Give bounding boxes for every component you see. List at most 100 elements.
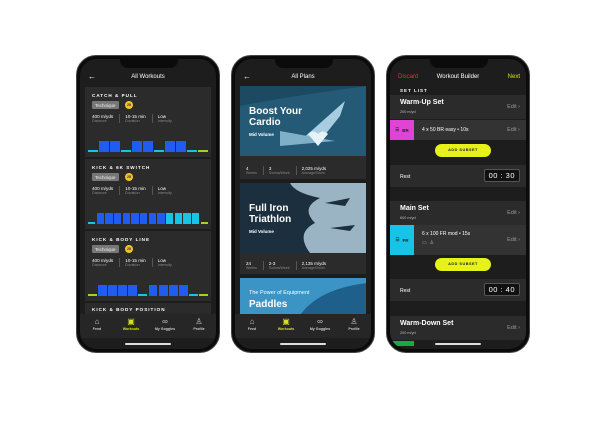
interval-bar-mod	[174, 213, 183, 224]
nav-my-goggles[interactable]: ∞ My Goggles	[148, 314, 182, 338]
interval-bar-hard	[176, 141, 186, 152]
nav-label: Feed	[92, 327, 102, 331]
nav-my-goggles[interactable]: ∞ My Goggles	[303, 314, 337, 338]
interval-bar-hard	[110, 141, 120, 152]
category-badge: Technique	[92, 245, 119, 253]
workout-title: KICK & 6K SWITCH	[92, 165, 151, 170]
subset-row[interactable]: ☰ FR 6 x 100 FR mod • 15s ▭ ♙ Edit ›	[390, 225, 526, 255]
interval-bar-easy	[188, 294, 198, 296]
arrow-left-icon[interactable]: ←	[88, 72, 96, 81]
plan-illustration-triathlon	[240, 183, 366, 253]
equipment-icons: ▭ ♙	[422, 240, 434, 246]
edit-set-button[interactable]: Edit ›	[507, 325, 520, 331]
set-distance: 200 m/yd	[400, 110, 416, 114]
header: ← All Workouts	[80, 67, 216, 87]
interval-bar-hard	[113, 213, 122, 224]
subset-row[interactable]: ☰ BR 4 x 50 BR easy • 10s Edit ›	[390, 120, 526, 140]
category-badge: Technique	[92, 101, 119, 109]
workouts-icon: ▣	[282, 317, 290, 326]
nav-label: My Goggles	[154, 327, 176, 331]
interval-bar-easy	[138, 294, 148, 296]
nav-label: My Goggles	[309, 327, 331, 331]
workout-card[interactable]: CATCH & PULL Technique 25 400 m/yds Dista…	[85, 87, 211, 157]
edit-set-button[interactable]: Edit ›	[507, 210, 520, 216]
intensity-chart	[88, 284, 208, 296]
home-icon: ⌂	[249, 317, 255, 326]
edit-set-button[interactable]: Edit ›	[507, 104, 520, 110]
plan-card[interactable]: Boost Your Cardio Mid Volume 4 Weeks 3 Swim…	[240, 86, 366, 179]
nav-profile[interactable]: ♙ Profile	[337, 314, 371, 338]
workout-title: KICK & BODY POSITION	[92, 307, 166, 312]
set-header[interactable]: Main Set 600 m/yd Edit ›	[390, 201, 526, 225]
rest-timer[interactable]: 00 : 40	[483, 283, 520, 296]
nav-label: Feed	[247, 327, 257, 331]
add-subset-button[interactable]: ADD SUBSET	[435, 144, 491, 157]
rest-row: Rest 00 : 30	[390, 165, 526, 187]
rest-timer[interactable]: 00 : 30	[483, 169, 520, 182]
profile-icon: ♙	[195, 317, 203, 326]
interval-bar-hard	[98, 285, 107, 296]
workouts-icon: ▣	[127, 317, 135, 326]
rest-label: Rest	[400, 174, 411, 180]
interval-bar-hard	[165, 141, 175, 152]
set-list-label: SET LIST	[400, 88, 428, 93]
interval-bar-hard	[157, 213, 165, 224]
interval-bar-hard	[178, 285, 188, 296]
discard-button[interactable]: Discard	[398, 74, 419, 80]
rest-label: Rest	[400, 288, 411, 294]
set-name: Warm-Up Set	[400, 99, 444, 106]
interval-bar-hard	[132, 141, 142, 152]
stroke-tag[interactable]: ☰ BR	[390, 120, 414, 140]
nav-profile[interactable]: ♙ Profile	[182, 314, 216, 338]
plan-kicker: The Power of Equipment	[249, 290, 310, 296]
set-distance: 600 m/yd	[400, 216, 416, 220]
workout-card[interactable]: KICK & 6K SWITCH Technique 25 400 m/yds D…	[85, 159, 211, 229]
next-button[interactable]: Next	[507, 74, 520, 80]
rest-row: Rest 00 : 40	[390, 279, 526, 301]
interval-bar-hard	[105, 213, 113, 224]
interval-bar-warm	[198, 150, 208, 152]
nav-label: Workouts	[277, 327, 295, 331]
header: Discard Workout Builder Next	[390, 67, 526, 87]
interval-bar-warm	[200, 222, 208, 224]
plan-illustration-cardio	[240, 86, 366, 156]
home-indicator	[280, 343, 326, 345]
plan-illustration-paddles	[300, 283, 366, 315]
interval-bar-hard	[96, 213, 105, 224]
plan-card[interactable]: Full Iron Triathlon Mid Volume 24 Weeks 2-…	[240, 183, 366, 274]
plan-volume: Mid Volume	[249, 132, 274, 137]
edit-subset-button[interactable]: Edit ›	[507, 237, 520, 243]
interval-bar-hard	[143, 141, 153, 152]
interval-bar-hard	[148, 213, 157, 224]
interval-bar-mod	[191, 213, 200, 224]
nav-feed[interactable]: ⌂ Feed	[80, 314, 114, 338]
drag-handle-icon[interactable]: ☰	[395, 237, 400, 242]
nav-workouts[interactable]: ▣ Workouts	[114, 314, 148, 338]
level-badge: 25	[125, 101, 133, 109]
nav-feed[interactable]: ⌂ Feed	[235, 314, 269, 338]
interval-bar-warm	[88, 294, 97, 296]
workout-card[interactable]: KICK & BODY POSITION	[85, 303, 211, 315]
workout-card[interactable]: KICK & BODY LINE Technique 25 400 m/yds D…	[85, 231, 211, 301]
level-badge: 25	[125, 173, 133, 181]
phone-all-plans: ← All Plans Boost Your Cardio Mid Volume …	[231, 55, 375, 353]
profile-icon: ♙	[350, 317, 358, 326]
notch	[430, 59, 488, 68]
plan-card[interactable]: The Power of Equipment Paddles	[240, 278, 366, 315]
drag-handle-icon[interactable]: ☰	[395, 127, 400, 132]
add-subset-button[interactable]: ADD SUBSET	[435, 258, 491, 271]
stroke-tag[interactable]	[390, 341, 414, 346]
nav-label: Profile	[193, 327, 205, 331]
arrow-left-icon[interactable]: ←	[243, 72, 251, 81]
subset-description: 4 x 50 BR easy • 10s	[422, 127, 469, 133]
home-icon: ⌂	[94, 317, 100, 326]
goggles-icon: ∞	[162, 317, 168, 326]
edit-subset-button[interactable]: Edit ›	[507, 127, 520, 133]
stroke-tag[interactable]: ☰ FR	[390, 225, 414, 255]
set-header[interactable]: Warm-Down Set 200 m/yd Edit ›	[390, 316, 526, 340]
plan-title: Boost Your Cardio	[249, 106, 302, 128]
nav-workouts[interactable]: ▣ Workouts	[269, 314, 303, 338]
set-header[interactable]: Warm-Up Set 200 m/yd Edit ›	[390, 95, 526, 119]
interval-bar-hard	[158, 285, 168, 296]
interval-bar-easy	[121, 150, 131, 152]
